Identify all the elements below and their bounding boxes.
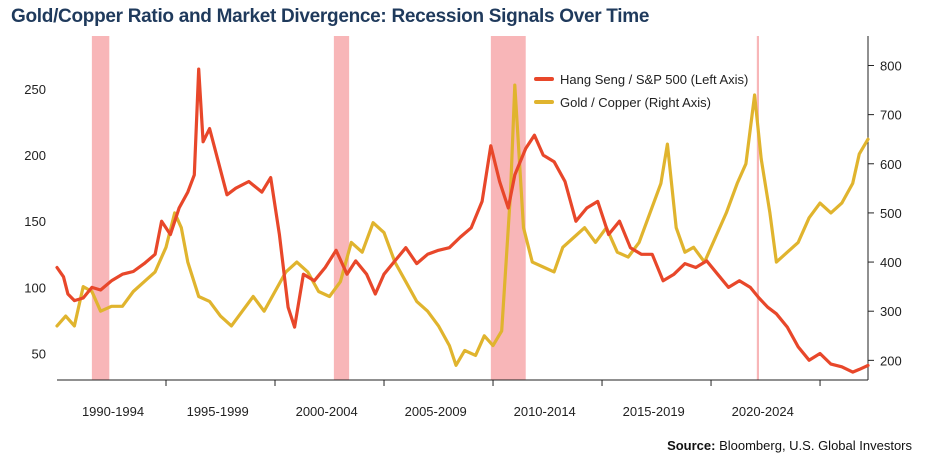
y-right-tick-label: 700 bbox=[880, 108, 902, 123]
x-tick-label: 1995-1999 bbox=[187, 404, 249, 419]
x-tick-label: 2020-2024 bbox=[732, 404, 794, 419]
legend: Hang Seng / S&P 500 (Left Axis) Gold / Co… bbox=[534, 72, 748, 110]
y-right-tick-label: 400 bbox=[880, 255, 902, 270]
y-left-tick-label: 50 bbox=[32, 347, 46, 362]
recession-band bbox=[756, 36, 759, 380]
chart-title: Gold/Copper Ratio and Market Divergence:… bbox=[11, 6, 650, 27]
x-tick-label: 2000-2004 bbox=[296, 404, 358, 419]
source-label: Source: bbox=[667, 438, 716, 453]
legend-label: Hang Seng / S&P 500 (Left Axis) bbox=[560, 72, 748, 87]
x-tick-label: 2010-2014 bbox=[514, 404, 576, 419]
x-tick-label: 2005-2009 bbox=[405, 404, 467, 419]
y-right-tick-label: 500 bbox=[880, 206, 902, 221]
series-lines bbox=[55, 67, 870, 374]
axes: 1990-1994 1995-1999 2000-2004 2005-2009 2010… bbox=[24, 36, 902, 419]
recession-band bbox=[333, 36, 350, 380]
gold-copper-line bbox=[55, 83, 870, 367]
hang-seng-line bbox=[55, 67, 870, 374]
y-right-tick-label: 200 bbox=[880, 353, 902, 368]
x-tick-label: 2015-2019 bbox=[623, 404, 685, 419]
source-text: Bloomberg, U.S. Global Investors bbox=[715, 438, 912, 453]
source-note: Source: Bloomberg, U.S. Global Investors bbox=[667, 438, 912, 453]
y-right-tick-label: 600 bbox=[880, 157, 902, 172]
recession-band bbox=[91, 36, 110, 380]
legend-label: Gold / Copper (Right Axis) bbox=[560, 95, 711, 110]
y-right-tick-label: 800 bbox=[880, 58, 902, 73]
y-left-tick-label: 250 bbox=[24, 82, 46, 97]
x-tick-label: 1990-1994 bbox=[82, 404, 144, 419]
y-left-tick-label: 100 bbox=[24, 280, 46, 295]
recession-bands bbox=[91, 36, 759, 380]
y-right-tick-label: 300 bbox=[880, 304, 902, 319]
y-left-tick-label: 200 bbox=[24, 148, 46, 163]
y-left-tick-label: 150 bbox=[24, 214, 46, 229]
